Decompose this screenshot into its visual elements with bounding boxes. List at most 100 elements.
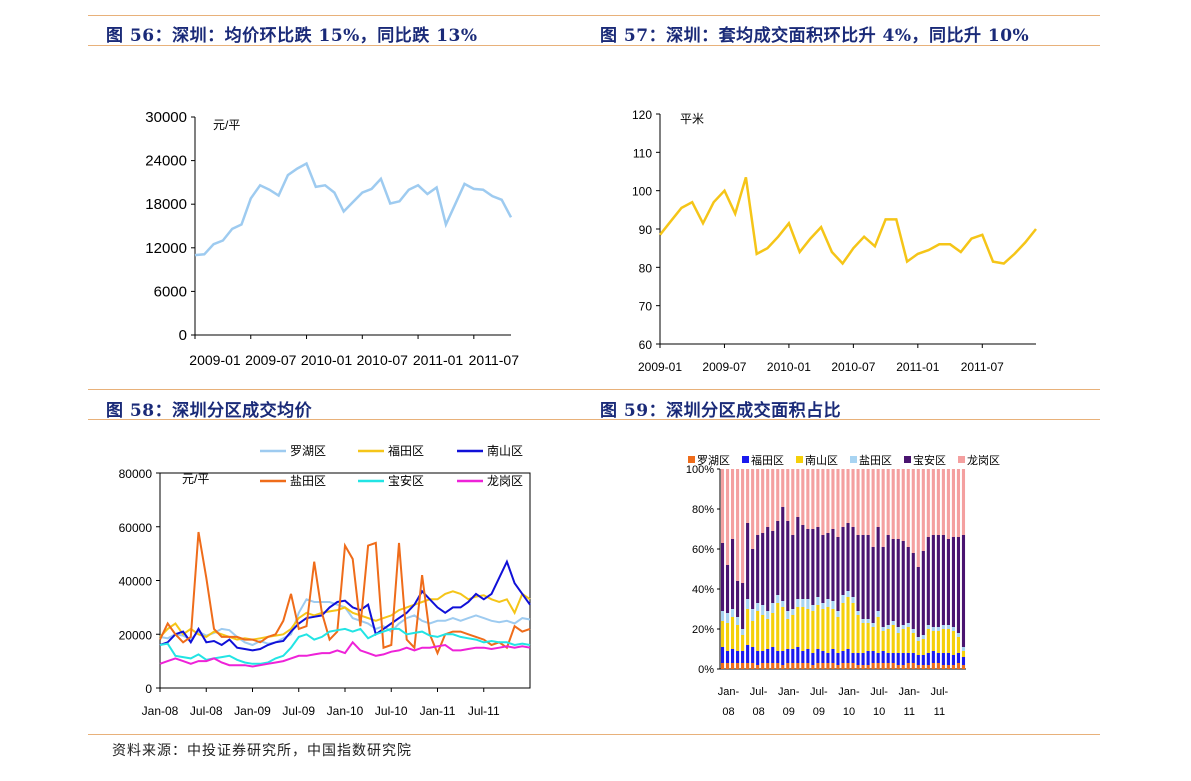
bar-segment-1 bbox=[961, 665, 966, 669]
bar-segment-3 bbox=[756, 611, 760, 651]
bar-segment-6 bbox=[921, 469, 925, 551]
x-tick-label: Jan- bbox=[838, 686, 860, 698]
bar-segment-1 bbox=[756, 665, 760, 669]
bar-segment-5 bbox=[796, 517, 800, 599]
bar-segment-6 bbox=[871, 469, 875, 547]
bar-segment-3 bbox=[921, 639, 925, 655]
bar-segment-3 bbox=[776, 603, 780, 651]
y-tick-label: 40% bbox=[692, 584, 714, 596]
bar-segment-4 bbox=[851, 597, 855, 603]
bar-segment-5 bbox=[886, 535, 890, 625]
bar-segment-3 bbox=[901, 629, 905, 653]
bar-segment-4 bbox=[831, 601, 835, 609]
bar-segment-1 bbox=[746, 663, 750, 669]
x-tick-label: Jan-11 bbox=[420, 704, 456, 718]
bar-segment-3 bbox=[956, 637, 961, 653]
bar-segment-6 bbox=[736, 469, 740, 581]
bar-segment-1 bbox=[806, 663, 810, 669]
bar-segment-6 bbox=[801, 469, 805, 525]
bar-segment-6 bbox=[725, 469, 730, 565]
unit-label: 平米 bbox=[680, 112, 704, 126]
bar-segment-3 bbox=[781, 607, 785, 651]
bar-segment-5 bbox=[926, 537, 930, 625]
bar-segment-3 bbox=[861, 623, 865, 653]
figure-58-svg: 0 20000 40000 60000 80000 Jan-08 Jul-08 Jan-09 J… bbox=[119, 443, 531, 718]
bar-segment-5 bbox=[776, 521, 780, 595]
unit-label: 元/平 bbox=[182, 472, 209, 486]
figure-57-svg: 60 70 80 90 100 110 120 2009-01 2009-07 2010-01 20… bbox=[632, 108, 1037, 374]
bar-segment-1 bbox=[811, 665, 815, 669]
bar-segment-5 bbox=[761, 533, 765, 605]
bar-segment-4 bbox=[791, 609, 795, 615]
bar-segment-3 bbox=[896, 633, 900, 653]
middle-title-rule bbox=[88, 419, 1100, 420]
bar-segment-5 bbox=[756, 535, 760, 603]
bar-segment-1 bbox=[720, 663, 725, 669]
x-tick-label: 08 bbox=[753, 706, 765, 718]
bar-segment-6 bbox=[936, 469, 940, 535]
series-line-1 bbox=[659, 176, 1037, 266]
bar-segment-6 bbox=[720, 469, 725, 543]
bar-segment-6 bbox=[861, 469, 865, 535]
legend-label: 盐田区 bbox=[290, 474, 326, 488]
legend-label: 罗湖区 bbox=[697, 454, 730, 467]
series-line-5 bbox=[159, 627, 531, 665]
bar-segment-1 bbox=[826, 663, 830, 669]
bar-segment-4 bbox=[916, 637, 920, 641]
bar-segment-2 bbox=[891, 653, 895, 663]
bottom-rule bbox=[88, 734, 1100, 735]
bar-segment-5 bbox=[866, 535, 870, 619]
bar-segment-4 bbox=[756, 603, 760, 611]
bar-segment-2 bbox=[801, 651, 805, 663]
bar-segment-4 bbox=[896, 627, 900, 633]
bar-segment-4 bbox=[826, 599, 830, 607]
bar-segment-1 bbox=[946, 665, 950, 669]
bar-segment-6 bbox=[776, 469, 780, 521]
bar-segment-3 bbox=[876, 617, 880, 653]
y-tick-label: 80000 bbox=[119, 467, 153, 481]
bar-segment-5 bbox=[751, 549, 755, 609]
bar-segment-5 bbox=[801, 525, 805, 599]
bar-segment-4 bbox=[951, 627, 955, 631]
figure-59-svg: 0% 20% 40% 60% 80% 100% Jan- 08 Jul- 08 Jan- 09 Jul-… bbox=[686, 453, 1000, 718]
bar-segment-4 bbox=[926, 625, 930, 629]
x-tick-label: Jan-08 bbox=[142, 704, 179, 718]
bar-segment-2 bbox=[931, 651, 935, 663]
x-tick-label: 2011-07 bbox=[961, 360, 1004, 374]
bar-segment-3 bbox=[791, 615, 795, 649]
x-tick-label: 2009-07 bbox=[245, 352, 297, 368]
bar-segment-2 bbox=[871, 651, 875, 663]
bar-segment-5 bbox=[891, 539, 895, 621]
bar-segment-5 bbox=[921, 551, 925, 635]
bar-segment-6 bbox=[901, 469, 905, 541]
bar-segment-6 bbox=[826, 469, 830, 533]
bar-segment-6 bbox=[891, 469, 895, 539]
bar-segment-6 bbox=[911, 469, 915, 553]
bar-segment-2 bbox=[956, 653, 961, 663]
legend-label: 福田区 bbox=[751, 453, 784, 467]
bar-segment-6 bbox=[730, 469, 735, 539]
bar-segment-3 bbox=[856, 615, 860, 653]
bar-segment-4 bbox=[876, 611, 880, 617]
bar-segment-2 bbox=[866, 651, 870, 665]
bar-segment-3 bbox=[911, 633, 915, 653]
bar-segment-2 bbox=[741, 651, 745, 663]
bar-segment-4 bbox=[781, 601, 785, 607]
x-tick-label: Jul-08 bbox=[190, 704, 223, 718]
bar-segment-6 bbox=[916, 469, 920, 567]
bar-segment-6 bbox=[756, 469, 760, 535]
legend-label: 龙岗区 bbox=[967, 454, 1000, 467]
bar-segment-3 bbox=[881, 631, 885, 651]
bar-segment-4 bbox=[746, 599, 750, 609]
bar-segment-4 bbox=[906, 623, 910, 627]
bar-segment-1 bbox=[751, 663, 755, 669]
y-tick-label: 20% bbox=[692, 624, 714, 636]
series-line-1 bbox=[194, 161, 513, 257]
x-tick-label: 2010-07 bbox=[831, 360, 875, 374]
bar-segment-6 bbox=[811, 469, 815, 529]
x-tick-label: 2010-01 bbox=[767, 360, 811, 374]
bar-segment-3 bbox=[796, 607, 800, 647]
bar-segment-5 bbox=[826, 533, 830, 599]
bar-segment-5 bbox=[746, 523, 750, 599]
y-tick-label: 60% bbox=[692, 544, 714, 556]
